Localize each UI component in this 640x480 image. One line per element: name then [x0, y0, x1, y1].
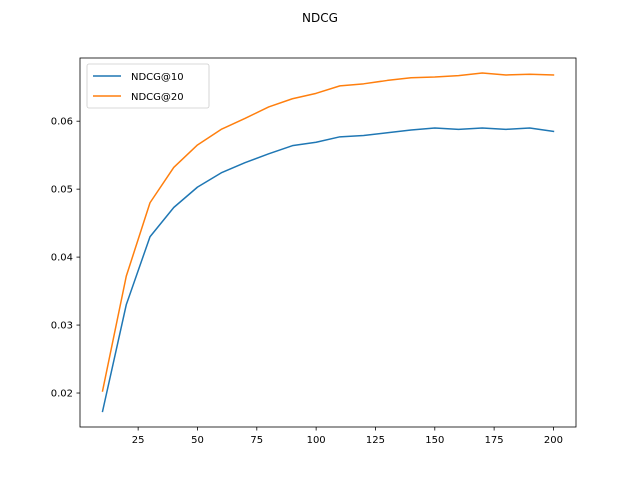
x-tick-label: 75 [250, 435, 263, 446]
chart-title: NDCG [302, 11, 338, 25]
legend: NDCG@10 NDCG@20 [86, 63, 210, 109]
legend-box [86, 63, 210, 109]
y-tick-label: 0.03 [51, 321, 73, 332]
axes-layer: 25 50 75 100 125 150 175 200 0.02 0.03 0.04 0.05 0.0… [51, 57, 577, 446]
legend-label: NDCG@10 [131, 72, 184, 83]
x-tick-label: 175 [485, 435, 504, 446]
plot-frame [79, 57, 577, 428]
legend-label: NDCG@20 [131, 92, 184, 103]
series-line-ndcg-10 [101, 127, 555, 413]
x-tick-label: 50 [191, 435, 204, 446]
x-tick-label: 200 [544, 435, 563, 446]
series-line-ndcg-20 [101, 72, 555, 392]
x-tick-label: 100 [307, 435, 326, 446]
x-tick-label: 125 [366, 435, 385, 446]
x-tick-label: 150 [425, 435, 444, 446]
y-tick-label: 0.05 [51, 185, 73, 196]
y-tick-label: 0.02 [51, 389, 73, 400]
series-layer [101, 72, 555, 413]
y-tick-label: 0.06 [51, 117, 73, 128]
x-tick-label: 25 [132, 435, 145, 446]
y-tick-label: 0.04 [51, 253, 73, 264]
